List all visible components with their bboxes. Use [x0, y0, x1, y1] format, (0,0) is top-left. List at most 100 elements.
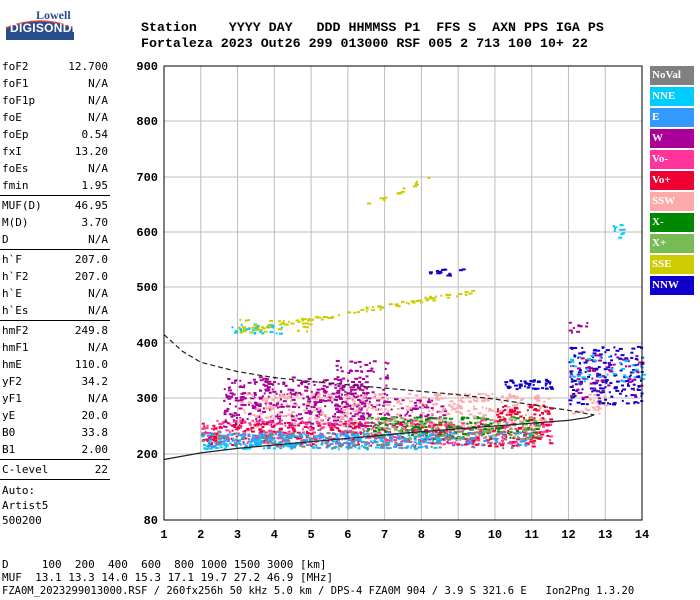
data-point: [419, 416, 422, 419]
data-point: [282, 400, 287, 403]
data-point: [325, 417, 328, 420]
data-point: [416, 416, 420, 419]
data-point: [424, 426, 428, 429]
data-point: [591, 401, 595, 404]
data-point: [375, 446, 379, 449]
param-label: B1: [2, 443, 16, 456]
data-point: [354, 438, 357, 441]
data-point: [548, 422, 552, 425]
data-point: [406, 397, 410, 400]
data-point: [245, 429, 250, 432]
legend-item-ssw: SSW: [650, 192, 694, 211]
data-point: [417, 429, 422, 432]
data-point: [271, 442, 275, 445]
data-point: [292, 446, 296, 449]
data-point: [242, 409, 245, 412]
param-row: hmF2 249.8: [0, 322, 112, 339]
data-point: [387, 409, 390, 412]
data-point: [315, 401, 319, 404]
data-point: [390, 438, 393, 441]
data-point: [388, 439, 393, 442]
data-point: [366, 448, 369, 451]
data-point: [627, 384, 631, 387]
data-point: [236, 413, 240, 416]
data-point: [210, 446, 215, 449]
data-point: [340, 417, 345, 420]
data-point: [367, 413, 372, 416]
data-point: [601, 402, 606, 405]
data-point: [426, 431, 431, 433]
data-point: [406, 424, 409, 427]
data-point: [361, 412, 365, 415]
data-point: [604, 398, 607, 401]
data-point: [310, 405, 313, 408]
data-point: [607, 402, 609, 405]
data-point: [615, 380, 620, 383]
data-point: [513, 419, 517, 422]
data-point: [378, 426, 380, 428]
data-point: [511, 404, 515, 407]
data-point: [469, 400, 472, 403]
data-point: [383, 413, 386, 416]
data-point: [414, 437, 416, 440]
data-point: [306, 443, 309, 446]
data-point: [601, 346, 605, 349]
data-point: [320, 436, 324, 439]
data-point: [255, 418, 258, 421]
data-point: [474, 434, 477, 437]
data-point: [406, 445, 410, 448]
data-point: [321, 399, 325, 402]
data-point: [400, 446, 404, 449]
data-point: [435, 398, 438, 401]
data-point: [335, 407, 337, 410]
data-point: [589, 382, 594, 385]
data-point: [613, 387, 618, 390]
data-point: [408, 414, 412, 417]
data-point: [362, 395, 366, 398]
data-point: [233, 442, 237, 445]
data-point: [612, 403, 616, 406]
data-point: [424, 396, 427, 399]
data-point: [498, 410, 502, 412]
data-point: [394, 416, 396, 419]
data-point: [420, 411, 425, 414]
data-point: [240, 401, 245, 404]
data-point: [305, 434, 309, 437]
data-point: [267, 382, 270, 385]
data-point: [397, 435, 402, 438]
data-point: [428, 425, 431, 428]
data-point: [438, 431, 443, 434]
data-point: [544, 382, 548, 385]
data-point: [356, 414, 360, 417]
data-point: [418, 431, 421, 434]
data-point: [609, 362, 611, 364]
data-point: [346, 441, 350, 444]
data-point: [368, 444, 371, 447]
data-point: [229, 392, 234, 395]
data-point: [577, 380, 580, 383]
data-point: [525, 420, 530, 423]
data-point: [458, 420, 461, 423]
data-point: [383, 430, 388, 433]
data-point: [335, 391, 338, 394]
data-point: [469, 428, 473, 431]
data-point: [339, 421, 342, 424]
data-point: [323, 413, 327, 416]
data-point: [374, 437, 378, 440]
data-point: [254, 415, 259, 418]
data-point: [420, 418, 424, 421]
data-point: [485, 416, 488, 419]
data-point: [250, 397, 255, 400]
data-point: [296, 437, 301, 440]
data-point: [314, 398, 318, 401]
data-point: [607, 384, 611, 387]
data-point: [537, 437, 542, 440]
data-point: [487, 409, 492, 412]
data-point: [318, 381, 321, 384]
data-point: [529, 417, 534, 419]
data-point: [234, 399, 237, 402]
data-point: [360, 384, 363, 387]
data-point: [305, 432, 310, 435]
data-point: [290, 417, 293, 420]
data-point: [433, 417, 438, 420]
